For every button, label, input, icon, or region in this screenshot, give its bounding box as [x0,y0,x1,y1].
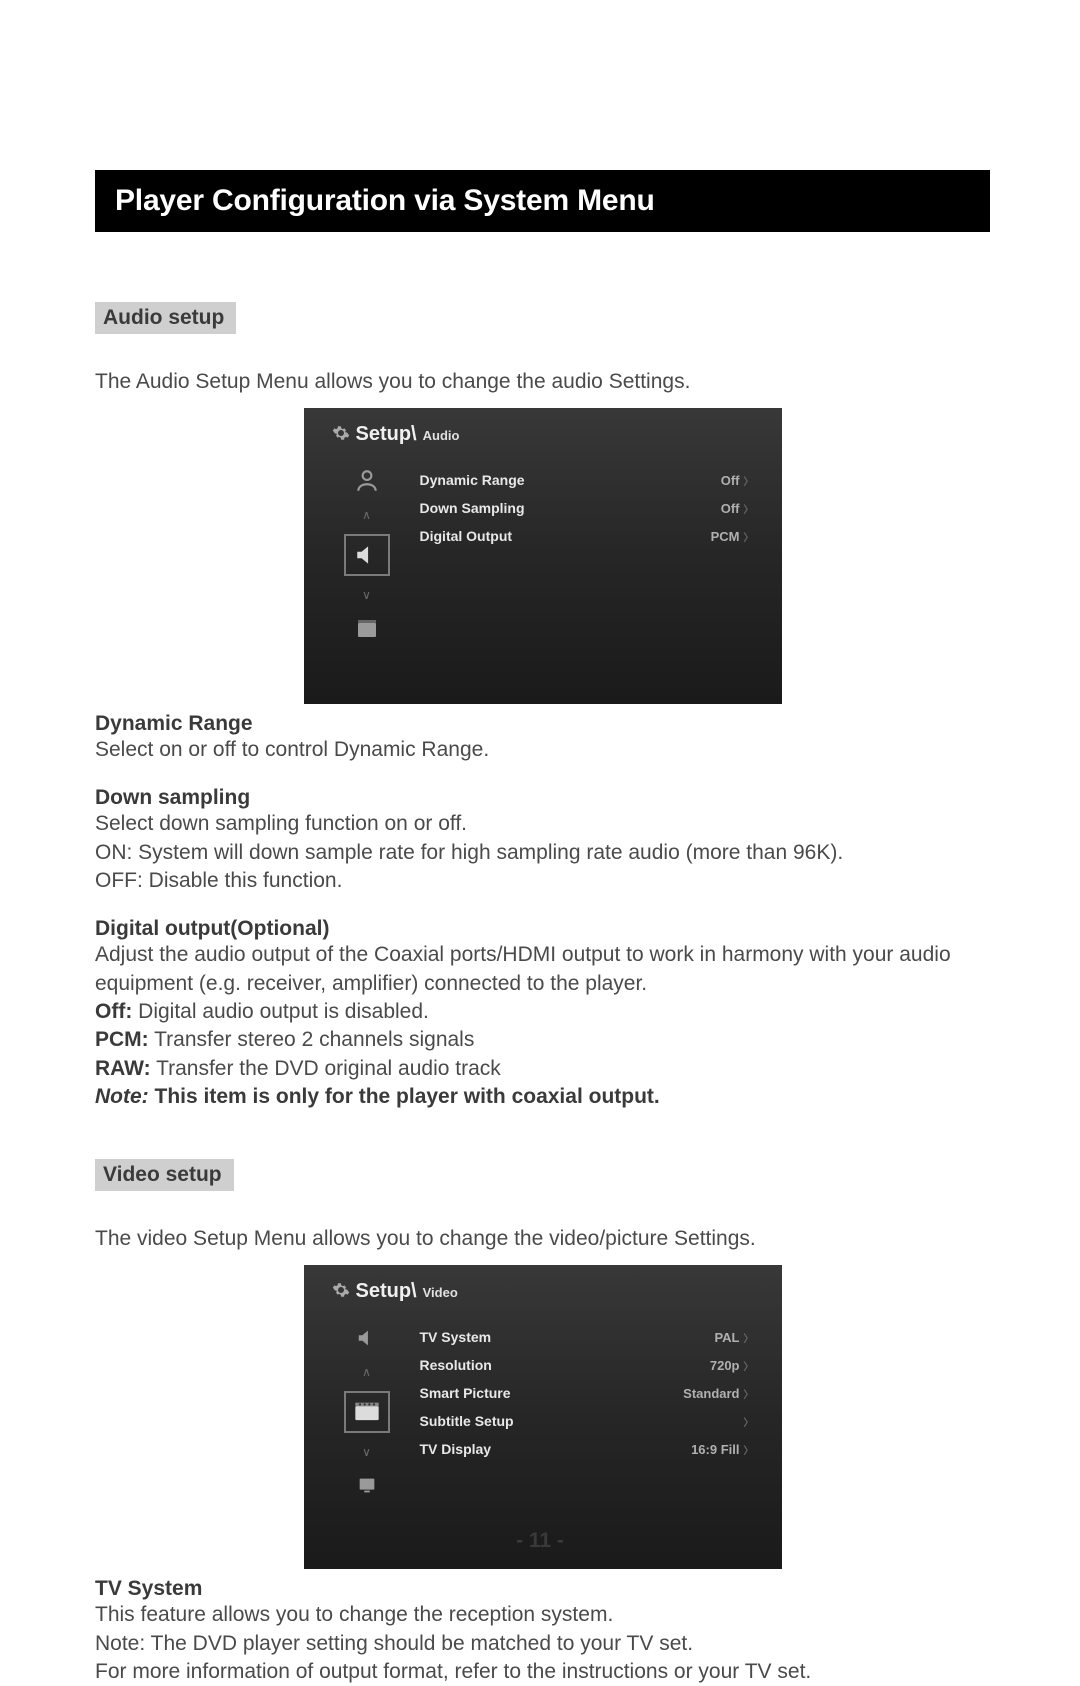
row-label: Digital Output [420,528,513,544]
text: OFF: Disable this function. [95,867,990,895]
row-value: 〉 [740,1414,754,1429]
scroll-down-icon: ∨ [324,588,410,602]
video-setup-label: Video setup [95,1159,234,1191]
text: Select down sampling function on or off. [95,810,990,838]
sidebar-icons: ∧ ∨ [324,1321,410,1501]
chevron-right-icon: 〉 [744,473,754,488]
scroll-up-icon: ∧ [324,508,410,522]
digital-output-block: Digital output(Optional) Adjust the audi… [95,917,990,1111]
heading: TV System [95,1577,990,1601]
text: This feature allows you to change the re… [95,1601,990,1629]
gear-icon [332,424,350,442]
row-label: TV Display [420,1441,492,1457]
text: RAW: Transfer the DVD original audio tra… [95,1055,990,1083]
chevron-right-icon: 〉 [744,1330,754,1345]
chevron-right-icon: 〉 [744,1358,754,1373]
breadcrumb: Setup\ Audio [332,422,762,446]
row-label: Down Sampling [420,500,525,516]
heading: Down sampling [95,786,990,810]
tv-system-block: TV System This feature allows you to cha… [95,1577,990,1686]
video-setup-screenshot: Setup\ Video ∧ ∨ [304,1265,782,1569]
row-value: Off〉 [721,501,754,516]
breadcrumb-main: Setup\ [356,423,417,446]
text: For more information of output format, r… [95,1658,990,1686]
scroll-down-icon: ∨ [324,1445,410,1459]
video-section: Video setup The video Setup Menu allows … [95,1159,990,1686]
general-icon[interactable] [352,466,382,496]
menu-row-tv-display[interactable]: TV Display 16:9 Fill〉 [420,1435,762,1463]
menu-row-down-sampling[interactable]: Down Sampling Off〉 [420,494,762,522]
audio-setup-label: Audio setup [95,302,236,334]
text: Note: The DVD player setting should be m… [95,1630,990,1658]
chevron-right-icon: 〉 [744,1386,754,1401]
note: Note: This item is only for the player w… [95,1083,990,1111]
video-menu-rows: TV System PAL〉 Resolution 720p〉 Smart Pi… [410,1321,762,1501]
manual-page: Player Configuration via System Menu Aud… [0,0,1080,1686]
text: PCM: Transfer stereo 2 channels signals [95,1026,990,1054]
sidebar-icons: ∧ ∨ [324,464,410,644]
breadcrumb: Setup\ Video [332,1279,762,1303]
audio-section: Audio setup The Audio Setup Menu allows … [95,302,990,1111]
row-label: Smart Picture [420,1385,511,1401]
dynamic-range-block: Dynamic Range Select on or off to contro… [95,712,990,764]
row-value: Standard〉 [683,1386,753,1401]
row-value: 720p〉 [710,1358,754,1373]
text: Adjust the audio output of the Coaxial p… [95,941,990,998]
menu-row-smart-picture[interactable]: Smart Picture Standard〉 [420,1379,762,1407]
chevron-right-icon: 〉 [744,1414,754,1429]
menu-row-resolution[interactable]: Resolution 720p〉 [420,1351,762,1379]
down-sampling-block: Down sampling Select down sampling funct… [95,786,990,895]
row-value: 16:9 Fill〉 [691,1442,753,1457]
video-icon[interactable] [352,614,382,644]
row-value: PCM〉 [711,529,754,544]
heading: Digital output(Optional) [95,917,990,941]
breadcrumb-sub: Video [423,1285,458,1300]
audio-icon[interactable] [344,534,390,576]
row-label: TV System [420,1329,492,1345]
audio-menu-rows: Dynamic Range Off〉 Down Sampling Off〉 Di… [410,464,762,644]
row-label: Subtitle Setup [420,1413,514,1429]
page-title: Player Configuration via System Menu [95,170,990,232]
text: Off: Digital audio output is disabled. [95,998,990,1026]
video-intro: The video Setup Menu allows you to chang… [95,1227,990,1251]
row-value: PAL〉 [714,1330,753,1345]
breadcrumb-main: Setup\ [356,1280,417,1303]
chevron-right-icon: 〉 [744,1442,754,1457]
audio-intro: The Audio Setup Menu allows you to chang… [95,370,990,394]
breadcrumb-sub: Audio [423,428,460,443]
video-icon[interactable] [344,1391,390,1433]
text: ON: System will down sample rate for hig… [95,839,990,867]
network-icon[interactable] [352,1471,382,1501]
heading: Dynamic Range [95,712,990,736]
menu-row-digital-output[interactable]: Digital Output PCM〉 [420,522,762,550]
row-label: Dynamic Range [420,472,525,488]
row-label: Resolution [420,1357,492,1373]
audio-setup-screenshot: Setup\ Audio ∧ ∨ [304,408,782,704]
gear-icon [332,1281,350,1299]
page-number: - 11 - [0,1529,1080,1553]
audio-icon[interactable] [352,1323,382,1353]
menu-row-dynamic-range[interactable]: Dynamic Range Off〉 [420,466,762,494]
chevron-right-icon: 〉 [744,529,754,544]
scroll-up-icon: ∧ [324,1365,410,1379]
text: Select on or off to control Dynamic Rang… [95,736,990,764]
chevron-right-icon: 〉 [744,501,754,516]
row-value: Off〉 [721,473,754,488]
menu-row-subtitle-setup[interactable]: Subtitle Setup 〉 [420,1407,762,1435]
menu-row-tv-system[interactable]: TV System PAL〉 [420,1323,762,1351]
